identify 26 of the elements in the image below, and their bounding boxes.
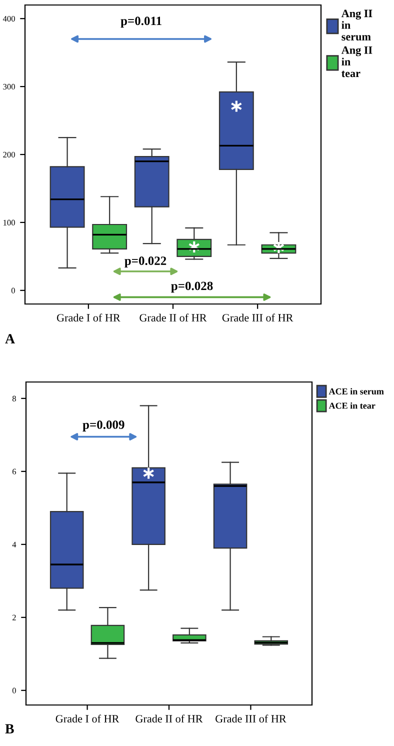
x-tick-label: Grade I of HR [56,314,120,322]
text: A [5,334,15,344]
y-tick-label: 4 [12,542,16,548]
x-tick-label: Grade III of HR [216,714,286,723]
y-tick-label: 8 [12,396,16,402]
legend-label: Ang II in tear [341,46,372,78]
y-tick-label: 6 [12,468,16,474]
y-tick-label: 300 [3,84,15,90]
x-tick-label: Grade III of HR [222,314,294,322]
y-tick-label: 200 [3,152,15,158]
y-tick-label: 0 [11,288,15,294]
annotation: p=0.022 [124,256,166,268]
x-tick-label: Grade I of HR [56,714,120,723]
x-tick-label: Grade II of HR [140,314,207,322]
y-tick-label: 0 [12,688,16,694]
y-tick-label: 100 [4,220,15,226]
legend-label: ACE in tear [328,402,376,409]
annotation: p=0.028 [171,282,213,293]
y-tick-label: 400 [2,16,15,22]
y-tick-label: 2 [12,614,16,620]
x-tick-label: Grade II of HR [136,714,203,723]
text: B [5,724,14,734]
legend-label: Ang II in serum [341,10,372,41]
annotation: p=0.011 [120,16,162,28]
legend-label: ACE in serum [328,388,384,394]
annotation: p=0.009 [82,420,124,432]
